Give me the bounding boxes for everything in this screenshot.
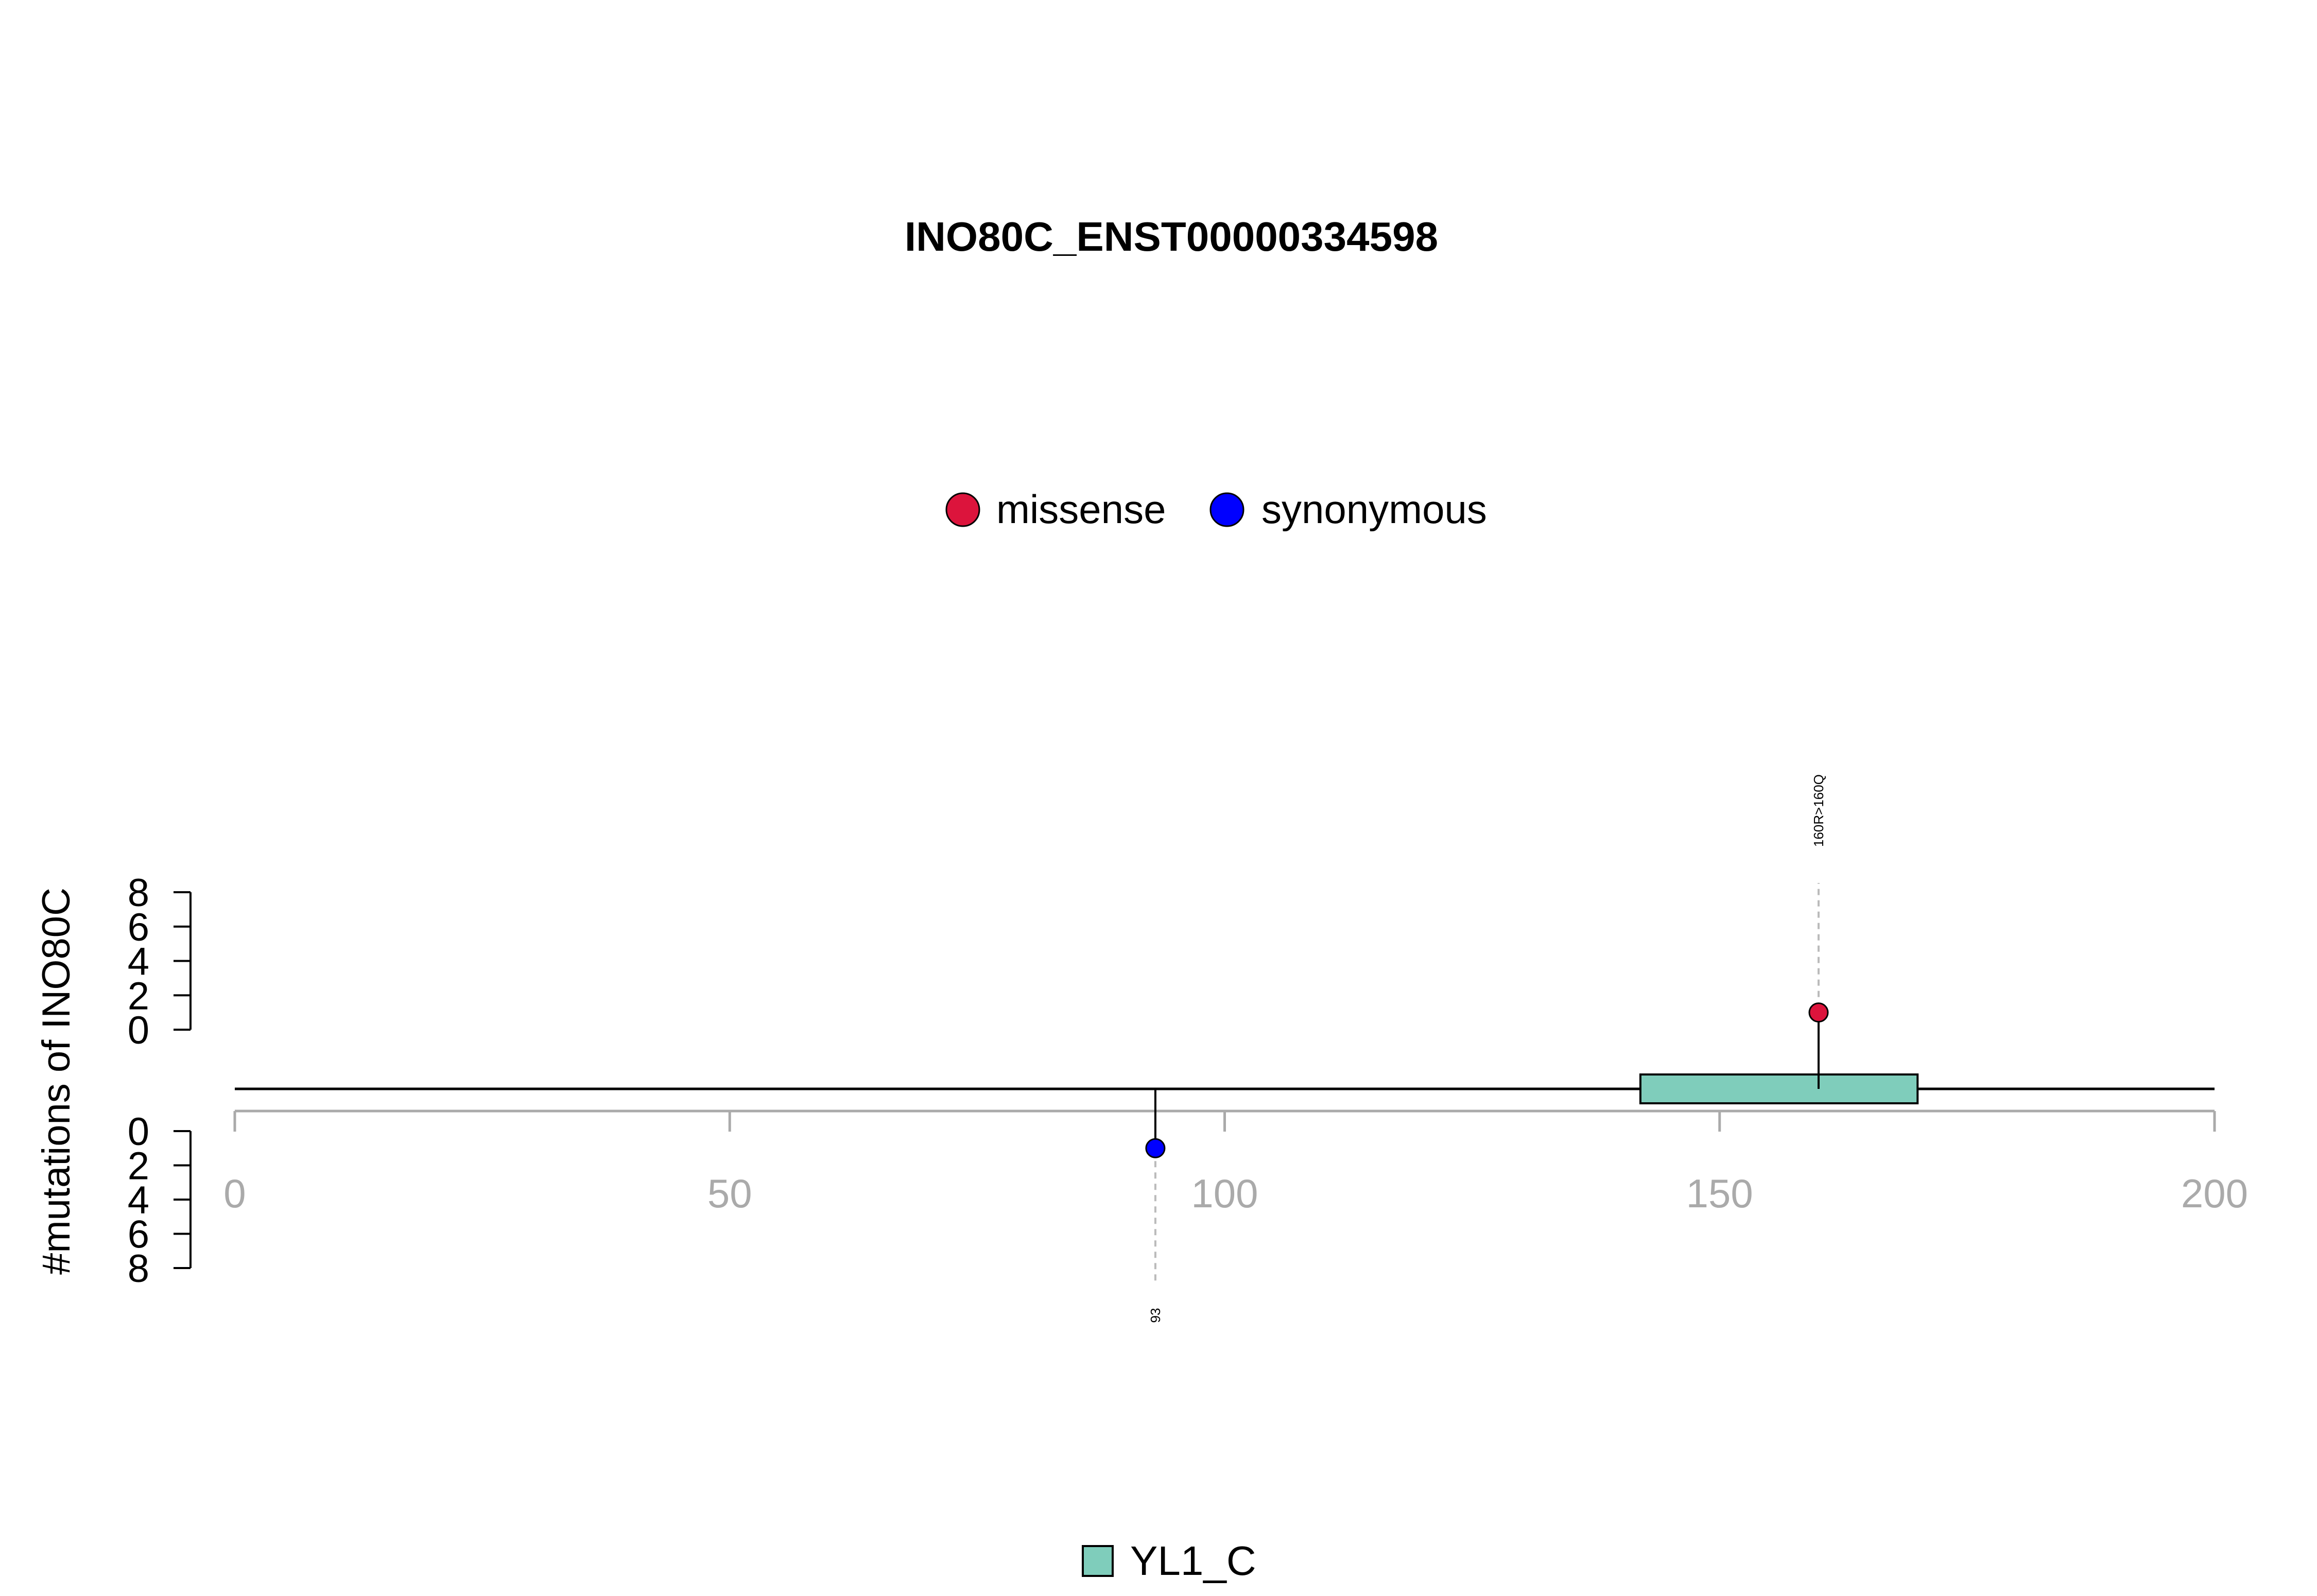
x-tick-label: 150 <box>1686 1171 1753 1216</box>
x-tick-label: 0 <box>223 1171 246 1216</box>
y-tick-label-lower: 6 <box>128 1213 149 1257</box>
x-axis: 0 50 100 150 200 <box>223 1087 2248 1216</box>
y-tick-label-lower: 0 <box>128 1110 149 1154</box>
x-tick-label: 200 <box>2181 1171 2248 1216</box>
mutation-label: 160R>160Q <box>1811 774 1826 847</box>
y-tick-label-upper: 4 <box>128 940 149 984</box>
y-tick-label-lower: 2 <box>128 1144 149 1188</box>
domain-yl1-c <box>1639 1073 1919 1104</box>
legend-label-synonymous: synonymous <box>1261 487 1487 532</box>
legend-swatch-yl1-c <box>1082 1545 1114 1577</box>
y-tick-label-lower: 8 <box>128 1247 149 1291</box>
mutation-label: 93 <box>1148 1308 1163 1323</box>
y-tick-label-upper: 8 <box>128 871 149 915</box>
y-tick-label-upper: 6 <box>128 906 149 949</box>
legend-marker-missense <box>945 492 980 527</box>
domain-legend: YL1_C <box>1082 1538 1256 1584</box>
y-tick-label-upper: 2 <box>128 974 149 1018</box>
y-tick-label-lower: 4 <box>128 1178 149 1222</box>
domains <box>1639 1073 1919 1104</box>
mutation-point-synonymous <box>1145 1138 1166 1158</box>
mutations: 160R>160Q 93 <box>1145 774 1829 1323</box>
legend-label-yl1-c: YL1_C <box>1130 1538 1256 1584</box>
chart-title: INO80C_ENST00000334598 <box>905 214 1438 259</box>
legend-label-missense: missense <box>996 487 1166 532</box>
mutation-legend: missense synonymous <box>945 487 1487 532</box>
x-tick-label: 100 <box>1191 1171 1258 1216</box>
x-tick-label: 50 <box>707 1171 752 1216</box>
mutation-point-missense <box>1808 1002 1829 1023</box>
y-axis-label: #mutations of INO80C <box>34 888 78 1275</box>
legend-marker-synonymous <box>1209 492 1244 527</box>
y-tick-label-upper: 0 <box>128 1009 149 1052</box>
